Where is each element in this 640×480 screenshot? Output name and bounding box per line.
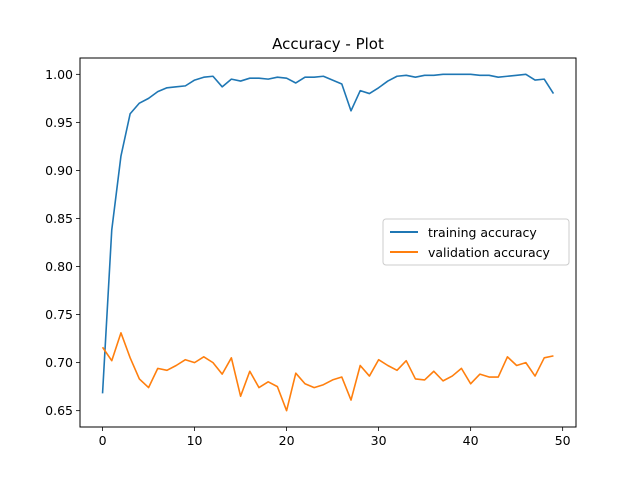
x-tick-label: 30: [371, 433, 387, 448]
y-tick-label: 0.95: [45, 115, 73, 130]
x-tick-label: 50: [555, 433, 571, 448]
plot-frame: [79, 57, 577, 428]
legend-label-training: training accuracy: [428, 225, 537, 240]
x-tick-label: 0: [99, 433, 107, 448]
y-tick-label: 0.85: [45, 211, 73, 226]
legend-label-validation: validation accuracy: [428, 245, 551, 260]
y-tick-label: 0.75: [45, 307, 73, 322]
legend-box: [382, 218, 570, 266]
y-tick-label: 0.70: [45, 355, 73, 370]
y-tick-label: 0.65: [45, 403, 73, 418]
chart-title: Accuracy - Plot: [272, 35, 384, 53]
y-tick-label: 1.00: [45, 67, 73, 82]
series-line-validation: [101, 332, 554, 412]
y-tick-label: 0.80: [45, 259, 73, 274]
legend: training accuracy validation accuracy: [382, 218, 570, 266]
x-tick-label: 40: [463, 433, 479, 448]
series-line-training: [101, 73, 555, 394]
y-tick-label: 0.90: [45, 163, 73, 178]
x-tick-label: 10: [187, 433, 203, 448]
x-tick-label: 20: [279, 433, 295, 448]
